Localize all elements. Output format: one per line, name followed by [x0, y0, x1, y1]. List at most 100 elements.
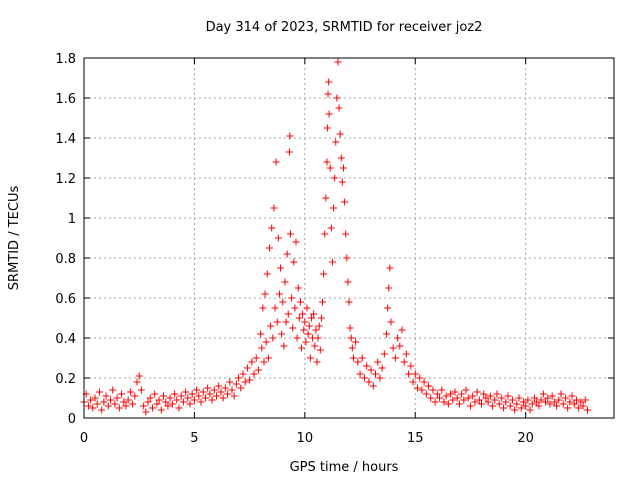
- data-point: [539, 390, 547, 398]
- data-point: [126, 388, 134, 396]
- data-point: [471, 398, 479, 406]
- data-point: [131, 392, 139, 400]
- data-point: [356, 370, 364, 378]
- data-point: [91, 394, 99, 402]
- data-point: [237, 384, 245, 392]
- data-point: [324, 90, 332, 98]
- data-point: [528, 400, 536, 408]
- data-point: [460, 396, 468, 404]
- data-point: [336, 130, 344, 138]
- data-point: [87, 396, 95, 404]
- data-point: [264, 354, 272, 362]
- data-point: [168, 400, 176, 408]
- data-point: [201, 394, 209, 402]
- data-point: [550, 398, 558, 406]
- data-point: [449, 396, 457, 404]
- data-point: [422, 390, 430, 398]
- data-point: [342, 230, 350, 238]
- data-point: [469, 392, 477, 400]
- data-point: [537, 396, 545, 404]
- data-point: [330, 204, 338, 212]
- y-tick-label: 1: [68, 212, 76, 227]
- data-point: [504, 392, 512, 400]
- data-point: [365, 378, 373, 386]
- data-point: [338, 178, 346, 186]
- data-point: [271, 304, 279, 312]
- data-point: [155, 396, 163, 404]
- data-point: [522, 402, 530, 410]
- data-point: [384, 304, 392, 312]
- data-point: [273, 318, 281, 326]
- data-point: [429, 386, 437, 394]
- data-point: [418, 386, 426, 394]
- data-point: [306, 354, 314, 362]
- data-point: [376, 374, 384, 382]
- data-point: [124, 396, 132, 404]
- data-point: [162, 398, 170, 406]
- data-point: [111, 400, 119, 408]
- data-point: [164, 402, 172, 410]
- data-point: [407, 362, 415, 370]
- y-tick-label: 1.6: [55, 92, 76, 107]
- data-point: [195, 392, 203, 400]
- data-point: [519, 398, 527, 406]
- data-point: [416, 374, 424, 382]
- data-point: [226, 378, 234, 386]
- data-point: [224, 390, 232, 398]
- data-point: [291, 304, 299, 312]
- data-point: [339, 164, 347, 172]
- data-point: [577, 398, 585, 406]
- data-point: [326, 164, 334, 172]
- data-point: [561, 394, 569, 402]
- data-point: [248, 358, 256, 366]
- data-point: [228, 386, 236, 394]
- data-point: [535, 402, 543, 410]
- y-tick-label: 0.2: [55, 372, 76, 387]
- data-point: [343, 254, 351, 262]
- data-point: [320, 270, 328, 278]
- data-point: [358, 354, 366, 362]
- data-point: [564, 404, 572, 412]
- data-point: [335, 104, 343, 112]
- data-point: [575, 404, 583, 412]
- data-point: [230, 392, 238, 400]
- data-point: [215, 382, 223, 390]
- data-point: [385, 284, 393, 292]
- data-point: [515, 394, 523, 402]
- data-point: [420, 378, 428, 386]
- data-point: [311, 342, 319, 350]
- data-point: [288, 294, 296, 302]
- data-point: [259, 304, 267, 312]
- data-point: [542, 398, 550, 406]
- data-point: [89, 404, 97, 412]
- data-point: [386, 264, 394, 272]
- data-point: [486, 392, 494, 400]
- data-point: [491, 396, 499, 404]
- data-point: [294, 284, 302, 292]
- data-point: [400, 358, 408, 366]
- data-point: [572, 396, 580, 404]
- data-point: [444, 400, 452, 408]
- data-point: [261, 290, 269, 298]
- data-point: [325, 110, 333, 118]
- data-point: [274, 234, 282, 242]
- data-point: [570, 400, 578, 408]
- data-point: [321, 230, 329, 238]
- y-tick-label: 0.6: [55, 292, 76, 307]
- data-point: [250, 370, 258, 378]
- data-point: [475, 396, 483, 404]
- data-point: [480, 390, 488, 398]
- data-point: [345, 298, 353, 306]
- data-point: [369, 382, 377, 390]
- data-point: [190, 396, 198, 404]
- data-point: [286, 230, 294, 238]
- data-point: [347, 334, 355, 342]
- data-point: [171, 390, 179, 398]
- data-point: [153, 400, 161, 408]
- chart-title: Day 314 of 2023, SRMTID for receiver joz…: [206, 20, 483, 35]
- data-point: [354, 358, 362, 366]
- data-point: [137, 386, 145, 394]
- data-point: [283, 250, 291, 258]
- data-point: [438, 386, 446, 394]
- data-point: [219, 394, 227, 402]
